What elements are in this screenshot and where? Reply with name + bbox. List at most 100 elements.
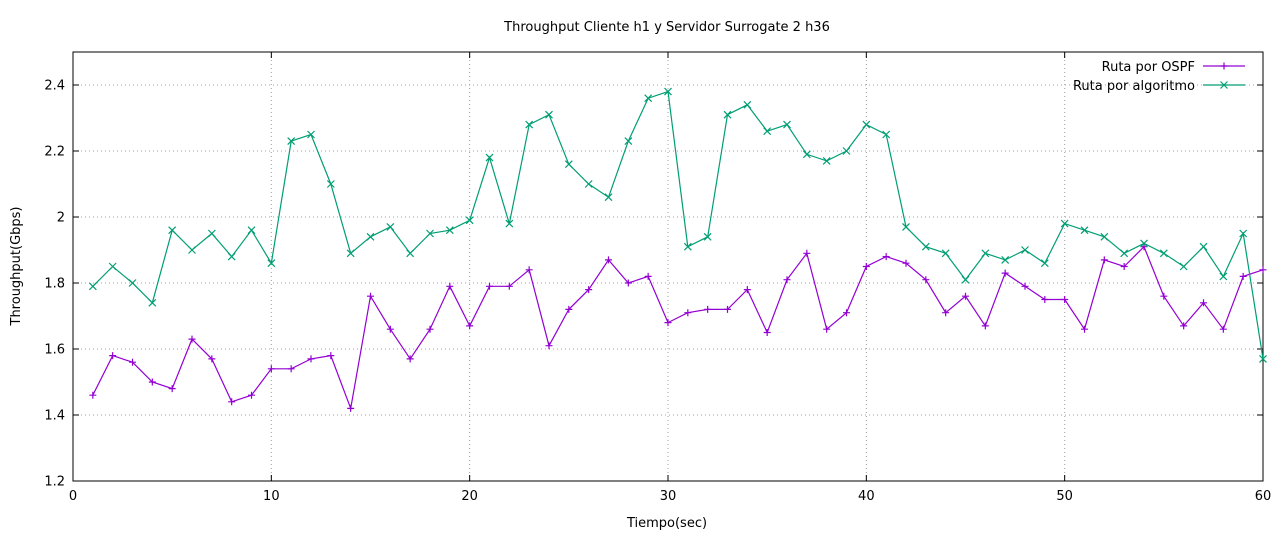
data-point xyxy=(1100,232,1109,241)
data-point xyxy=(961,275,970,284)
data-point xyxy=(605,256,612,264)
x-tick-label: 40 xyxy=(858,489,875,504)
data-point xyxy=(1160,292,1168,300)
data-point xyxy=(882,253,890,261)
data-point xyxy=(287,365,295,373)
data-point xyxy=(743,286,751,294)
data-point xyxy=(724,305,731,313)
data-point xyxy=(743,100,752,109)
data-point xyxy=(1120,263,1128,270)
data-point xyxy=(1120,249,1129,258)
data-point xyxy=(307,355,315,363)
y-tick-label: 2.2 xyxy=(44,145,65,160)
data-point xyxy=(862,120,871,129)
data-point xyxy=(862,263,870,270)
data-point xyxy=(406,249,415,258)
data-point xyxy=(585,286,593,294)
y-tick-label: 1.8 xyxy=(44,277,65,292)
data-point xyxy=(227,252,236,261)
data-point xyxy=(704,305,712,313)
data-point xyxy=(962,292,969,300)
x-tick-label: 50 xyxy=(1056,489,1073,504)
y-tick-label: 1.4 xyxy=(44,409,65,424)
data-point xyxy=(426,325,434,333)
data-point xyxy=(1159,249,1168,258)
legend: Ruta por OSPF Ruta por algoritmo xyxy=(1073,60,1245,94)
data-point xyxy=(1239,272,1247,280)
x-tick-label: 60 xyxy=(1255,489,1272,504)
series-1 xyxy=(89,243,1267,412)
data-point xyxy=(525,266,533,274)
data-point xyxy=(823,325,831,333)
data-point xyxy=(267,365,275,373)
data-point xyxy=(108,262,117,271)
data-point xyxy=(1001,269,1009,277)
data-point xyxy=(545,110,553,119)
data-point xyxy=(188,335,196,343)
data-point xyxy=(624,137,633,146)
data-point xyxy=(565,305,573,313)
data-point xyxy=(783,120,791,129)
data-point xyxy=(564,160,573,169)
data-point xyxy=(248,391,255,399)
data-point xyxy=(1219,325,1227,333)
grid xyxy=(73,52,1263,481)
data-point xyxy=(347,404,355,412)
data-point xyxy=(684,309,692,317)
data-point xyxy=(941,249,950,258)
data-point xyxy=(1081,325,1088,333)
data-point xyxy=(842,147,851,155)
data-point xyxy=(505,282,513,290)
data-point xyxy=(307,130,315,139)
data-point xyxy=(683,242,692,251)
x-tick-label: 20 xyxy=(461,489,478,504)
data-point xyxy=(1060,219,1069,228)
data-point xyxy=(921,242,930,251)
data-point xyxy=(1080,226,1089,235)
data-point xyxy=(505,219,514,228)
series-line xyxy=(92,245,1264,411)
data-point xyxy=(723,110,732,119)
data-point xyxy=(346,249,355,258)
data-point xyxy=(1061,296,1069,303)
data-point xyxy=(803,249,811,257)
y-tick-label: 1.2 xyxy=(44,475,65,490)
x-axis-label: Tiempo(sec) xyxy=(626,516,707,531)
data-point xyxy=(287,137,296,146)
x-tick-label: 10 xyxy=(263,489,280,504)
data-point xyxy=(902,259,910,267)
data-point xyxy=(1219,272,1228,281)
data-point xyxy=(1179,262,1188,271)
data-point xyxy=(802,150,811,159)
data-point xyxy=(129,358,136,366)
series-group xyxy=(88,87,1267,412)
data-point xyxy=(981,249,990,258)
data-point xyxy=(664,319,672,327)
data-point xyxy=(188,246,196,254)
data-point xyxy=(525,120,534,129)
data-point xyxy=(1001,255,1010,264)
data-point xyxy=(446,282,454,290)
data-point xyxy=(386,222,395,231)
data-point xyxy=(783,276,791,284)
data-point xyxy=(703,232,712,241)
data-point xyxy=(843,309,850,317)
data-point xyxy=(465,216,474,225)
data-point xyxy=(902,222,910,231)
data-point xyxy=(1100,256,1108,264)
data-point xyxy=(466,322,474,330)
series-2 xyxy=(88,87,1267,363)
data-point xyxy=(267,259,276,268)
data-point xyxy=(326,180,335,188)
data-point xyxy=(327,352,335,360)
data-point xyxy=(644,94,653,103)
y-axis-label: Throughput(Gbps) xyxy=(9,206,24,326)
chart-title: Throughput Cliente h1 y Servidor Surroga… xyxy=(503,20,830,35)
data-point xyxy=(1041,296,1049,303)
series-line xyxy=(92,90,1264,359)
y-tick-label: 1.6 xyxy=(44,343,65,358)
data-point xyxy=(228,398,236,406)
legend-label: Ruta por OSPF xyxy=(1102,60,1195,75)
data-point xyxy=(168,226,177,235)
